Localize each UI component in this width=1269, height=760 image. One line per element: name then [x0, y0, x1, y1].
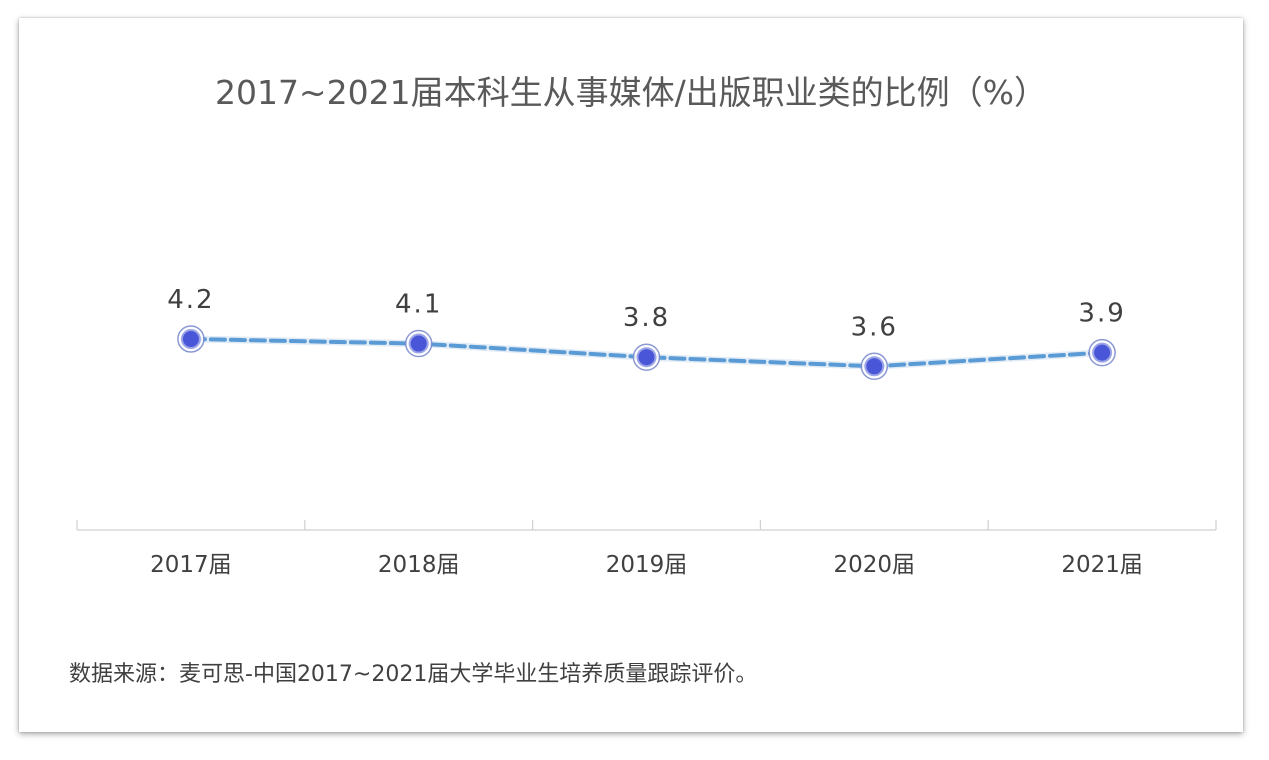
- data-label: 4.1: [395, 290, 442, 320]
- data-label: 3.6: [851, 312, 898, 342]
- x-axis: 2017届 2018届 2019届 2020届 2021届: [76, 520, 1217, 578]
- data-label: 3.8: [623, 303, 670, 333]
- x-tick-label: 2018届: [378, 552, 460, 578]
- data-point: [636, 347, 657, 368]
- x-tick-label: 2019届: [606, 552, 688, 578]
- x-tick-label: 2020届: [834, 552, 916, 578]
- labels-group: 4.2 4.1 3.8 3.6 3.9: [167, 285, 1125, 342]
- data-point: [864, 356, 885, 377]
- data-point: [408, 333, 429, 354]
- data-point: [1092, 342, 1113, 363]
- line-chart: 2017届 2018届 2019届 2020届 2021届 4.2 4.1 3.8 3.6 3.…: [76, 285, 1217, 578]
- data-label: 4.2: [167, 285, 214, 315]
- data-label: 3.9: [1078, 299, 1125, 329]
- chart-title: 2017~2021届本科生从事媒体/出版职业类的比例（%）: [214, 73, 1048, 112]
- chart-card: 2017~2021届本科生从事媒体/出版职业类的比例（%） 2017届 2018届…: [19, 18, 1243, 732]
- source-note: 数据来源：麦可思-中国2017~2021届大学毕业生培养质量跟踪评价。: [69, 662, 758, 687]
- markers-group: [177, 325, 1116, 381]
- x-tick-label: 2021届: [1061, 552, 1143, 578]
- series-line: [188, 337, 1105, 369]
- data-point: [180, 329, 201, 350]
- x-tick-label: 2017届: [150, 552, 232, 578]
